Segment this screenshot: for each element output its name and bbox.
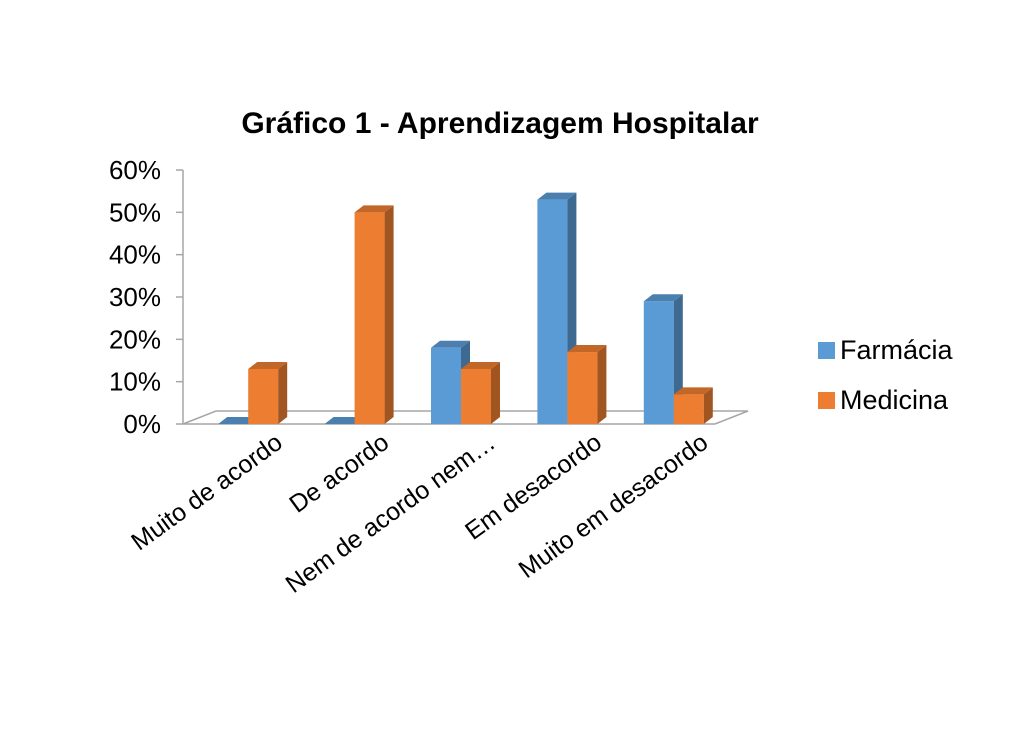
bar-side-face: [278, 361, 288, 424]
legend: Farmácia Medicina: [818, 335, 954, 415]
y-tick-label: 20%: [109, 324, 161, 354]
bar-side-face: [384, 205, 394, 424]
bar-side-face: [597, 345, 607, 424]
y-tick-label: 10%: [109, 367, 161, 397]
bar-front-face: [537, 199, 568, 424]
bar-top-face: [643, 294, 683, 302]
chart-title: Gráfico 1 - Aprendizagem Hospitalar: [241, 107, 759, 140]
axis-layer: 0% 10% 20% 30% 40% 50% 60%: [109, 155, 749, 439]
y-tick-label: 50%: [109, 197, 161, 227]
bar-series-1: [643, 294, 683, 424]
bar-series-2: [673, 387, 713, 424]
bar-top-face: [673, 387, 713, 395]
bar-front-face: [643, 301, 674, 424]
bar-top-face: [218, 417, 258, 424]
bar-series-1: [537, 192, 577, 424]
legend-item: Farmácia: [818, 335, 954, 365]
bar-top-face: [461, 361, 500, 369]
bar-side-face: [703, 387, 713, 424]
bar-top-face: [324, 417, 364, 424]
bar-series-1: [324, 417, 364, 424]
bar-series-2: [567, 345, 607, 424]
y-tick-label: 60%: [109, 155, 161, 185]
legend-swatch: [818, 392, 835, 409]
bar-front-face: [354, 212, 385, 424]
bar-front-face: [431, 347, 461, 424]
x-tick-label: Muito de acordo: [126, 428, 287, 556]
x-tick-label: Muito em desacordo: [514, 428, 714, 584]
bar-top-face: [567, 345, 607, 353]
bar-top-face: [537, 192, 577, 200]
legend-swatch: [818, 342, 835, 359]
bar-series-2: [461, 361, 500, 424]
bar-front-face: [248, 368, 279, 424]
y-tick-label: 40%: [109, 240, 161, 270]
y-tick-label: 30%: [109, 282, 161, 312]
bar-front-face: [673, 394, 704, 424]
bar-front-face: [461, 368, 491, 424]
bar-series-1: [218, 417, 258, 424]
y-tick-label: 0%: [123, 409, 161, 439]
legend-item: Medicina: [818, 385, 949, 415]
bar-top-face: [248, 361, 288, 369]
legend-label: Farmácia: [840, 335, 954, 365]
x-tick-label: Nem de acordo nem…: [281, 428, 501, 598]
bar-series-2: [248, 361, 288, 424]
bar-front-face: [567, 352, 598, 424]
bar-series-2: [354, 205, 394, 424]
bar-top-face: [354, 205, 394, 213]
bar-top-face: [431, 340, 470, 348]
bar-side-face: [491, 361, 500, 424]
legend-label: Medicina: [840, 385, 949, 415]
bars-layer: [218, 192, 713, 424]
